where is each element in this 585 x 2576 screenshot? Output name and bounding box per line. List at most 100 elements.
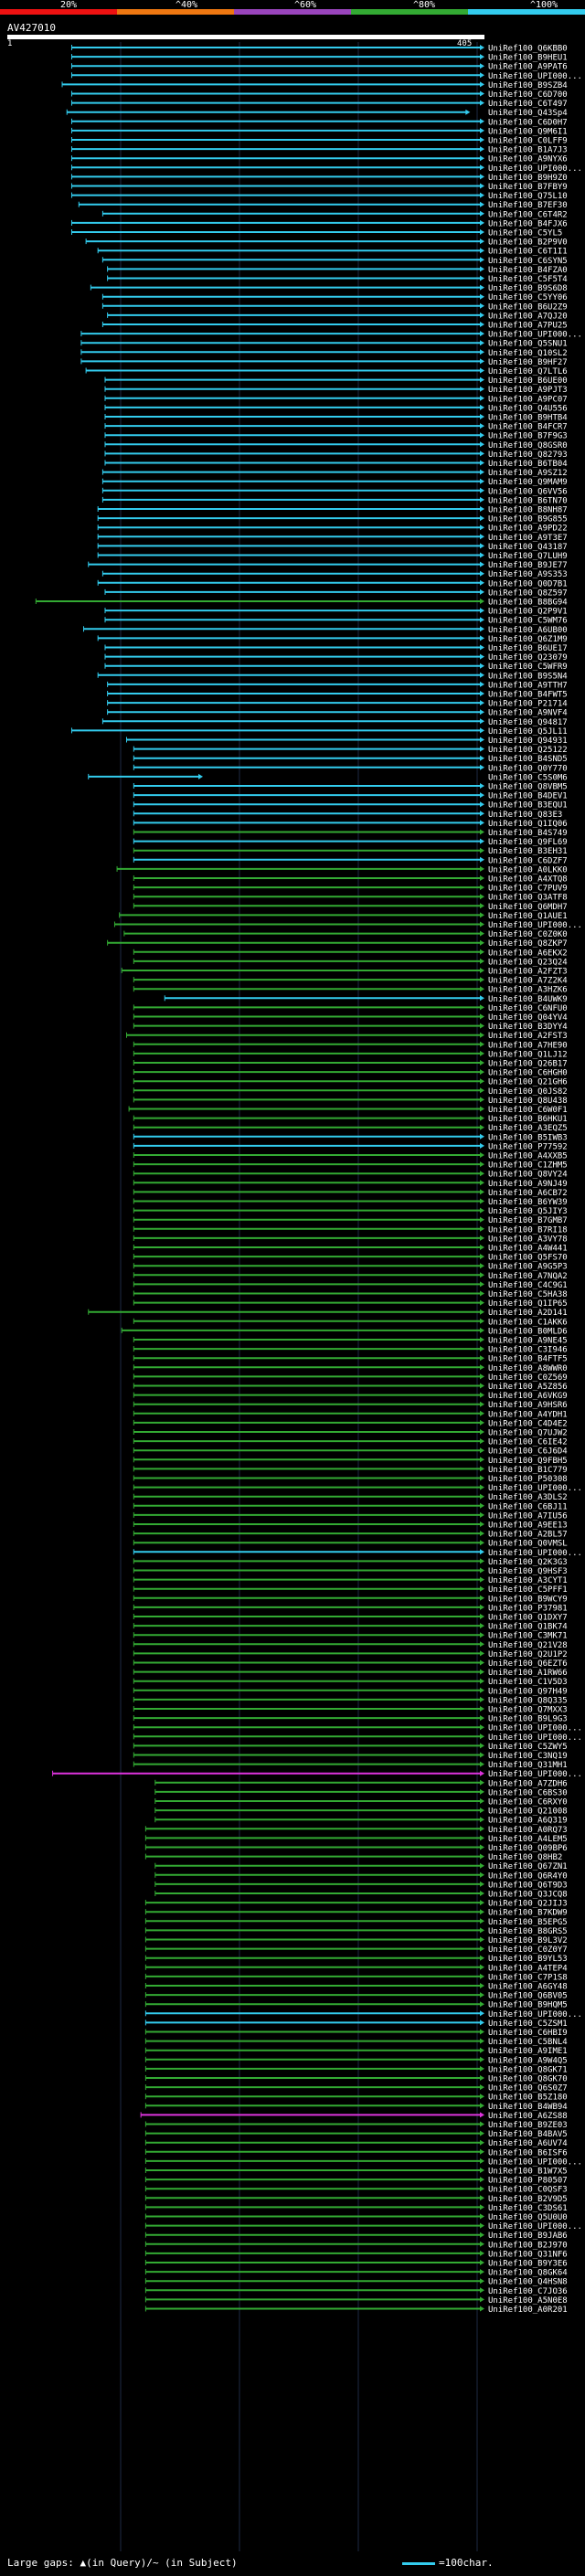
hit-row[interactable]: UniRef100_B4FJX6 xyxy=(70,219,568,228)
hit-row[interactable]: UniRef100_Q3JCQ8 xyxy=(154,1891,568,1900)
hit-row[interactable]: UniRef100_Q9FBH5 xyxy=(133,1457,568,1466)
hit-row[interactable]: UniRef100_B4UWK9 xyxy=(164,995,568,1004)
hit-row[interactable]: UniRef100_C6BJ11 xyxy=(133,1502,568,1511)
hit-row[interactable]: UniRef100_B8NH87 xyxy=(97,506,568,515)
hit-row[interactable]: UniRef100_B1A7J3 xyxy=(70,146,568,155)
hit-row[interactable]: UniRef100_P50308 xyxy=(133,1475,568,1484)
hit-row[interactable]: UniRef100_C7P1S8 xyxy=(144,1973,568,1982)
hit-row[interactable]: UniRef100_B9ZE03 xyxy=(144,2121,568,2130)
hit-row[interactable]: UniRef100_B9YL53 xyxy=(144,1955,568,1964)
hit-row[interactable]: UniRef100_C6BS30 xyxy=(154,1788,568,1797)
hit-row[interactable]: UniRef100_Q83E3 xyxy=(133,811,562,820)
hit-row[interactable]: UniRef100_Q4U556 xyxy=(104,404,568,413)
hit-row[interactable]: UniRef100_Q6MDH7 xyxy=(133,903,568,912)
hit-row[interactable]: UniRef100_B9Y3E6 xyxy=(144,2260,568,2269)
hit-row[interactable]: UniRef100_Q97H49 xyxy=(133,1687,568,1696)
hit-row[interactable]: UniRef100_Q4HSN8 xyxy=(144,2278,568,2287)
hit-row[interactable]: UniRef100_Q8Z597 xyxy=(104,588,568,598)
hit-row[interactable]: UniRef100_Q26B17 xyxy=(133,1060,568,1069)
hit-row[interactable]: UniRef100_C0Z0Y7 xyxy=(144,1945,568,1955)
hit-row[interactable]: UniRef100_Q8VBM5 xyxy=(133,783,568,792)
hit-row[interactable]: UniRef100_B9SZB4 xyxy=(61,81,568,90)
hit-row[interactable]: UniRef100_A9EE13 xyxy=(133,1521,568,1531)
hit-row[interactable]: UniRef100_B5IWB3 xyxy=(133,1133,568,1142)
hit-row[interactable]: UniRef100_Q6S0Z7 xyxy=(144,2084,568,2094)
hit-row[interactable]: UniRef100_Q0Y770 xyxy=(133,764,568,773)
hit-row[interactable]: UniRef100_B2P9V0 xyxy=(85,239,568,248)
hit-row[interactable]: UniRef100_A9NJ49 xyxy=(133,1180,568,1189)
hit-row[interactable]: UniRef100_B4WB94 xyxy=(144,2103,568,2112)
hit-row[interactable]: UniRef100_A3EQZ5 xyxy=(133,1124,568,1133)
hit-row[interactable]: UniRef100_C6D0H7 xyxy=(70,118,568,127)
hit-row[interactable]: UniRef100_A9PD22 xyxy=(97,525,568,534)
hit-row[interactable]: UniRef100_C5YY06 xyxy=(101,293,568,302)
hit-row[interactable]: UniRef100_Q6EZT6 xyxy=(133,1659,568,1669)
hit-row[interactable]: UniRef100_A6UV74 xyxy=(144,2139,568,2148)
hit-row[interactable]: UniRef100_C5WFR9 xyxy=(104,663,568,672)
hit-row[interactable]: UniRef100_A2FST3 xyxy=(126,1032,568,1041)
hit-row[interactable]: UniRef100_Q6R4Y0 xyxy=(154,1871,568,1881)
hit-row[interactable]: UniRef100_B8BG94 xyxy=(35,599,568,608)
hit-row[interactable]: UniRef100_A7HE90 xyxy=(133,1041,568,1050)
hit-row[interactable]: UniRef100_C3NQ19 xyxy=(133,1752,568,1761)
hit-row[interactable]: UniRef100_A4W441 xyxy=(133,1245,568,1254)
hit-row[interactable]: UniRef100_C7PUV9 xyxy=(133,885,568,894)
hit-row[interactable]: UniRef100_A9G5P3 xyxy=(133,1263,568,1272)
hit-row[interactable]: UniRef100_A9NYX6 xyxy=(70,155,568,164)
hit-row[interactable]: UniRef100_B6HKU1 xyxy=(133,1115,568,1124)
hit-row[interactable]: UniRef100_P21714 xyxy=(107,700,568,709)
hit-row[interactable]: UniRef100_A6EKX2 xyxy=(133,949,568,958)
hit-row[interactable]: UniRef100_A4YDH1 xyxy=(133,1410,568,1419)
hit-row[interactable]: UniRef100_UPI000... xyxy=(133,1733,582,1743)
hit-row[interactable]: UniRef100_Q04YV4 xyxy=(133,1013,568,1023)
hit-row[interactable]: UniRef100_A1RW66 xyxy=(133,1669,568,1678)
hit-row[interactable]: UniRef100_Q82793 xyxy=(104,451,568,460)
hit-row[interactable]: UniRef100_A9NVF4 xyxy=(107,709,568,718)
hit-row[interactable]: UniRef100_B9WCY9 xyxy=(133,1595,568,1604)
hit-row[interactable]: UniRef100_A6Q319 xyxy=(154,1817,568,1826)
hit-row[interactable]: UniRef100_A9S353 xyxy=(101,570,568,579)
hit-row[interactable]: UniRef100_C0QSF3 xyxy=(144,2186,568,2195)
hit-row[interactable]: UniRef100_UPI000... xyxy=(80,331,582,340)
hit-row[interactable]: UniRef100_B4FZA0 xyxy=(107,266,568,275)
hit-row[interactable]: UniRef100_A7PU25 xyxy=(101,322,568,331)
hit-row[interactable]: UniRef100_A9TTH7 xyxy=(107,681,568,690)
hit-row[interactable]: UniRef100_UPI000... xyxy=(144,2157,582,2167)
hit-row[interactable]: UniRef100_Q9M6I1 xyxy=(70,127,568,136)
hit-row[interactable]: UniRef100_A9T3E7 xyxy=(97,534,568,543)
hit-row[interactable]: UniRef100_A4XXB5 xyxy=(133,1152,568,1161)
hit-row[interactable]: UniRef100_A9SZ12 xyxy=(101,469,568,478)
hit-row[interactable]: UniRef100_C1AKK6 xyxy=(133,1318,568,1327)
hit-row[interactable]: UniRef100_C1V5D3 xyxy=(133,1678,568,1687)
hit-row[interactable]: UniRef100_C6T4R2 xyxy=(101,210,568,219)
hit-row[interactable]: UniRef100_B9S6D8 xyxy=(90,284,568,293)
hit-row[interactable]: UniRef100_Q0JS82 xyxy=(133,1087,568,1097)
hit-row[interactable]: UniRef100_B9L3V2 xyxy=(144,1936,568,1945)
hit-row[interactable]: UniRef100_Q23079 xyxy=(104,653,568,663)
hit-row[interactable]: UniRef100_Q7LUH9 xyxy=(97,552,568,561)
hit-row[interactable]: UniRef100_C5ZWY5 xyxy=(133,1743,568,1752)
hit-row[interactable]: UniRef100_B7FBY9 xyxy=(70,183,568,192)
hit-row[interactable]: UniRef100_C6IE42 xyxy=(133,1438,568,1447)
hit-row[interactable]: UniRef100_UPI000... xyxy=(144,2222,582,2231)
hit-row[interactable]: UniRef100_Q31MH1 xyxy=(133,1761,568,1770)
hit-row[interactable]: UniRef100_B3DYY4 xyxy=(133,1023,568,1032)
hit-row[interactable]: UniRef100_C6D700 xyxy=(70,90,568,100)
hit-row[interactable]: UniRef100_Q21008 xyxy=(154,1807,568,1817)
hit-row[interactable]: UniRef100_P77592 xyxy=(133,1142,568,1151)
hit-row[interactable]: UniRef100_UPI000... xyxy=(144,2010,582,2019)
hit-row[interactable]: UniRef100_C6T1I1 xyxy=(97,248,568,257)
hit-row[interactable]: UniRef100_A8WWR0 xyxy=(133,1364,568,1373)
hit-row[interactable]: UniRef100_B4FTF5 xyxy=(133,1355,568,1364)
hit-row[interactable]: UniRef100_Q2U1P2 xyxy=(133,1650,568,1659)
hit-row[interactable]: UniRef100_Q2JIJ3 xyxy=(144,1900,568,1909)
hit-row[interactable]: UniRef100_B1C779 xyxy=(133,1466,568,1475)
hit-row[interactable]: UniRef100_B0MLD6 xyxy=(121,1327,568,1336)
hit-row[interactable]: UniRef100_B9HF27 xyxy=(80,358,568,367)
hit-row[interactable]: UniRef100_C5HA38 xyxy=(133,1290,568,1299)
hit-row[interactable]: UniRef100_A3DLS2 xyxy=(133,1493,568,1502)
hit-row[interactable]: UniRef100_A9NE45 xyxy=(133,1337,568,1346)
hit-row[interactable]: UniRef100_Q7UJW2 xyxy=(133,1429,568,1438)
hit-row[interactable]: UniRef100_Q31NF6 xyxy=(144,2250,568,2259)
hit-row[interactable]: UniRef100_B5EPG5 xyxy=(144,1918,568,1927)
